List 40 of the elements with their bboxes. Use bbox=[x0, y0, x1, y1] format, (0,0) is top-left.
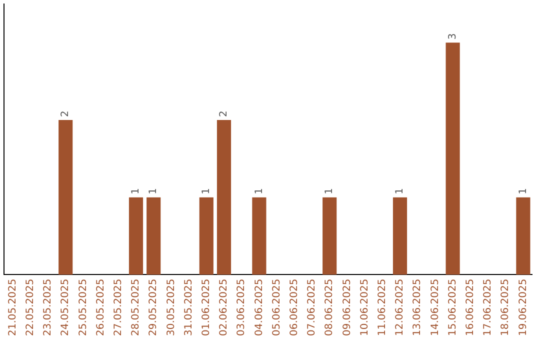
x-tick-label: 27.05.2025 bbox=[112, 278, 124, 336]
x-tick-label: 29.05.2025 bbox=[148, 278, 160, 336]
data-label: 1 bbox=[148, 188, 160, 194]
x-tick-label: 19.06.2025 bbox=[518, 278, 529, 336]
data-label: 1 bbox=[518, 188, 529, 194]
x-tick-label: 06.06.2025 bbox=[288, 278, 300, 336]
x-tick-label: 03.06.2025 bbox=[236, 278, 248, 336]
data-label: 1 bbox=[200, 188, 212, 194]
x-tick-label: 16.06.2025 bbox=[464, 278, 476, 336]
x-tick-label: 05.06.2025 bbox=[271, 278, 282, 336]
x-tick-label: 18.06.2025 bbox=[500, 278, 512, 336]
x-tick-label: 14.06.2025 bbox=[430, 278, 441, 336]
x-tick-label: 22.05.2025 bbox=[24, 278, 36, 336]
x-tick-label: 30.05.2025 bbox=[166, 278, 177, 336]
x-tick-label: 01.06.2025 bbox=[200, 278, 212, 336]
data-label: 2 bbox=[218, 110, 230, 118]
x-tick-label: 26.05.2025 bbox=[95, 278, 106, 336]
data-label: 1 bbox=[130, 188, 142, 194]
x-tick-label: 10.06.2025 bbox=[359, 278, 370, 336]
data-label: 1 bbox=[254, 188, 265, 194]
x-tick-label: 02.06.2025 bbox=[218, 278, 230, 336]
data-label: 1 bbox=[394, 188, 406, 194]
x-tick-label: 31.05.2025 bbox=[183, 278, 194, 336]
x-tick-label: 28.05.2025 bbox=[130, 278, 142, 336]
x-tick-label: 04.06.2025 bbox=[254, 278, 265, 336]
x-tick-label: 07.06.2025 bbox=[306, 278, 318, 336]
x-tick-label: 15.06.2025 bbox=[447, 278, 458, 336]
data-label: 3 bbox=[447, 33, 458, 40]
x-tick-label: 23.05.2025 bbox=[42, 278, 54, 336]
x-tick-label: 08.06.2025 bbox=[324, 278, 336, 336]
data-label: 1 bbox=[324, 188, 336, 194]
data-label: 2 bbox=[60, 110, 72, 118]
x-tick-label: 12.06.2025 bbox=[394, 278, 406, 336]
x-tick-label: 25.05.2025 bbox=[78, 278, 89, 336]
x-tick-label: 13.06.2025 bbox=[412, 278, 424, 336]
x-tick-label: 24.05.2025 bbox=[60, 278, 72, 336]
x-tick-label: 09.06.2025 bbox=[342, 278, 353, 336]
x-tick-label: 17.06.2025 bbox=[482, 278, 494, 336]
x-tick-label: 21.05.2025 bbox=[7, 278, 18, 336]
x-tick-label: 11.06.2025 bbox=[376, 278, 388, 336]
